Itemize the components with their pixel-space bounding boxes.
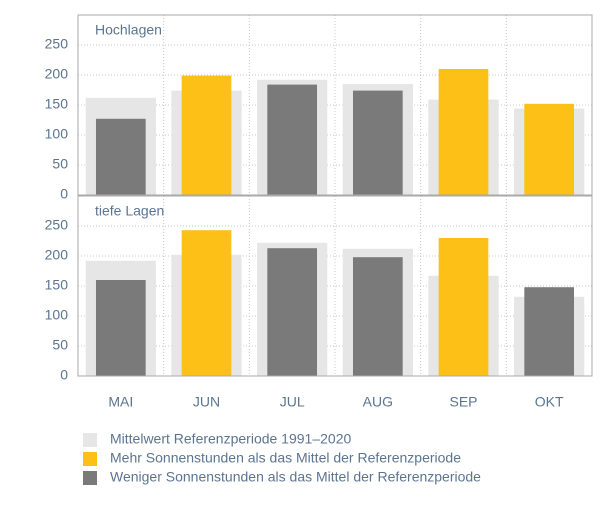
y-tick-label: 200 bbox=[45, 247, 69, 263]
legend-label: Mittelwert Referenzperiode 1991–2020 bbox=[110, 431, 351, 447]
y-tick-label: 100 bbox=[45, 307, 69, 323]
y-tick-label: 150 bbox=[45, 277, 69, 293]
y-tick-label: 100 bbox=[45, 126, 69, 142]
plot-frame bbox=[77, 195, 593, 377]
bar bbox=[524, 287, 575, 376]
bar bbox=[181, 230, 232, 376]
legend-swatch bbox=[83, 452, 97, 466]
y-tick-label: 250 bbox=[45, 36, 69, 52]
bar bbox=[267, 248, 318, 376]
panel-title: tiefe Lagen bbox=[95, 203, 164, 219]
y-tick-label: 50 bbox=[52, 337, 68, 353]
bar bbox=[95, 280, 146, 376]
y-tick-label: 50 bbox=[52, 156, 68, 172]
x-tick-label: MAI bbox=[108, 394, 133, 410]
y-tick-label: 150 bbox=[45, 96, 69, 112]
bar bbox=[352, 257, 403, 376]
bar bbox=[95, 118, 146, 195]
x-tick-label: JUL bbox=[280, 394, 305, 410]
panel-title: Hochlagen bbox=[95, 22, 162, 38]
legend-label: Mehr Sonnenstunden als das Mittel der Re… bbox=[110, 450, 461, 466]
bar bbox=[267, 84, 318, 195]
bar bbox=[524, 103, 575, 195]
legend-label: Weniger Sonnenstunden als das Mittel der… bbox=[110, 469, 481, 485]
y-tick-label: 250 bbox=[45, 217, 69, 233]
y-tick-label: 0 bbox=[60, 186, 68, 202]
bar bbox=[181, 75, 232, 195]
y-tick-label: 200 bbox=[45, 66, 69, 82]
x-tick-label: OKT bbox=[535, 394, 564, 410]
bar bbox=[438, 69, 489, 195]
plot-frame bbox=[77, 14, 593, 196]
legend-swatch bbox=[83, 471, 97, 485]
legend-swatch bbox=[83, 433, 97, 447]
x-tick-label: AUG bbox=[363, 394, 393, 410]
y-tick-label: 0 bbox=[60, 367, 68, 383]
x-tick-label: SEP bbox=[449, 394, 477, 410]
bar bbox=[438, 238, 489, 376]
bar bbox=[352, 90, 403, 195]
x-tick-label: JUN bbox=[193, 394, 220, 410]
